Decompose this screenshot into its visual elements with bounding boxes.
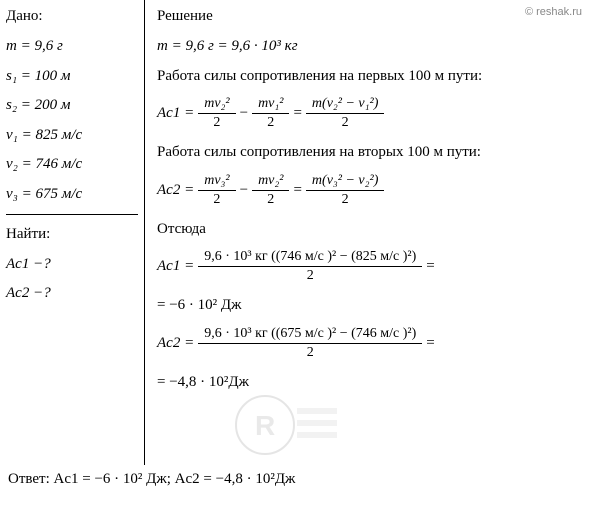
watermark-logo: R bbox=[235, 390, 345, 460]
calc1-num: 9,6 · 10³ кг ((746 м/с )² − (825 м/с )²) bbox=[198, 249, 422, 267]
text-second-100m: Работа силы сопротивления на вторых 100 … bbox=[157, 143, 584, 163]
solution-section: © reshak.ru Решение m = 9,6 г = 9,6 · 10… bbox=[145, 0, 590, 465]
given-v2: v₂ = 746 м/с bbox=[6, 155, 138, 175]
calc1-result: = −6 · 10² Дж bbox=[157, 296, 584, 316]
formula-ac1: Aс1 = mv₂² 2 − mv₁² 2 = m(v₂² − v₁²) 2 bbox=[157, 96, 584, 131]
ac1-frac1: mv₂² 2 bbox=[198, 96, 235, 131]
calc2-lhs: Aс2 = bbox=[157, 335, 194, 352]
given-m: m = 9,6 г bbox=[6, 37, 138, 57]
answer-line: Ответ: Aс1 = −6 · 10² Дж; Aс2 = −4,8 · 1… bbox=[0, 465, 590, 494]
calc2-frac: 9,6 · 10³ кг ((675 м/с )² − (746 м/с )²)… bbox=[198, 326, 422, 361]
ac2-frac3: m(v₃² − v₂²) 2 bbox=[306, 173, 384, 208]
text-hence: Отсюда bbox=[157, 220, 584, 240]
given-s2: s₂ = 200 м bbox=[6, 96, 138, 116]
given-section: Дано: m = 9,6 г s₁ = 100 м s₂ = 200 м v₁… bbox=[0, 0, 145, 465]
ac1-eq: = bbox=[293, 105, 301, 122]
calc-ac2: Aс2 = 9,6 · 10³ кг ((675 м/с )² − (746 м… bbox=[157, 326, 584, 361]
calc1-eq: = bbox=[426, 258, 434, 275]
divider bbox=[6, 214, 138, 215]
calc2-result: = −4,8 · 10²Дж bbox=[157, 373, 584, 393]
formula-ac2: Aс2 = mv₃² 2 − mv₂² 2 = m(v₃² − v₂²) 2 bbox=[157, 173, 584, 208]
ac2-f3-den: 2 bbox=[336, 191, 355, 208]
ac2-lhs: Aс2 = bbox=[157, 182, 194, 199]
ac2-f2-num: mv₂² bbox=[252, 173, 289, 191]
text-first-100m: Работа силы сопротивления на первых 100 … bbox=[157, 67, 584, 87]
ac1-f3-den: 2 bbox=[336, 114, 355, 131]
mass-conversion: m = 9,6 г = 9,6 · 10³ кг bbox=[157, 37, 584, 57]
ac2-f1-num: mv₃² bbox=[198, 173, 235, 191]
calc2-den: 2 bbox=[301, 344, 320, 361]
calc-ac1: Aс1 = 9,6 · 10³ кг ((746 м/с )² − (825 м… bbox=[157, 249, 584, 284]
given-header: Дано: bbox=[6, 8, 138, 25]
ac2-eq: = bbox=[293, 182, 301, 199]
ac1-f2-den: 2 bbox=[261, 114, 280, 131]
calc1-lhs: Aс1 = bbox=[157, 258, 194, 275]
ac1-f1-num: mv₂² bbox=[198, 96, 235, 114]
ac1-frac2: mv₁² 2 bbox=[252, 96, 289, 131]
find-ac2: Aс2 −? bbox=[6, 284, 138, 304]
ac1-minus: − bbox=[240, 105, 248, 122]
ac2-f2-den: 2 bbox=[261, 191, 280, 208]
ac1-frac3: m(v₂² − v₁²) 2 bbox=[306, 96, 384, 131]
find-ac1: Aс1 −? bbox=[6, 255, 138, 275]
ac1-f1-den: 2 bbox=[207, 114, 226, 131]
watermark-url: © reshak.ru bbox=[525, 6, 582, 18]
calc1-den: 2 bbox=[301, 267, 320, 284]
calc2-num: 9,6 · 10³ кг ((675 м/с )² − (746 м/с )²) bbox=[198, 326, 422, 344]
ac1-f2-num: mv₁² bbox=[252, 96, 289, 114]
ac1-lhs: Aс1 = bbox=[157, 105, 194, 122]
ac1-f3-num: m(v₂² − v₁²) bbox=[306, 96, 384, 114]
ac2-minus: − bbox=[240, 182, 248, 199]
calc1-frac: 9,6 · 10³ кг ((746 м/с )² − (825 м/с )²)… bbox=[198, 249, 422, 284]
find-header: Найти: bbox=[6, 225, 138, 245]
ac2-frac2: mv₂² 2 bbox=[252, 173, 289, 208]
ac2-frac1: mv₃² 2 bbox=[198, 173, 235, 208]
ac2-f1-den: 2 bbox=[207, 191, 226, 208]
calc2-eq: = bbox=[426, 335, 434, 352]
given-v1: v₁ = 825 м/с bbox=[6, 126, 138, 146]
solution-header: Решение bbox=[157, 8, 584, 25]
problem-container: Дано: m = 9,6 г s₁ = 100 м s₂ = 200 м v₁… bbox=[0, 0, 590, 465]
given-s1: s₁ = 100 м bbox=[6, 67, 138, 87]
ac2-f3-num: m(v₃² − v₂²) bbox=[306, 173, 384, 191]
given-v3: v₃ = 675 м/с bbox=[6, 185, 138, 205]
